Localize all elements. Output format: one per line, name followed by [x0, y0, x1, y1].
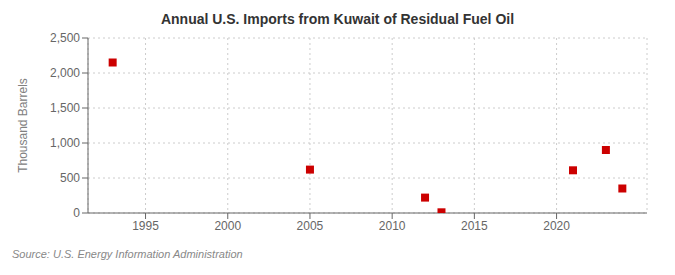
svg-text:Thousand Barrels: Thousand Barrels: [16, 78, 30, 173]
svg-text:0: 0: [73, 206, 80, 220]
svg-text:2015: 2015: [461, 219, 488, 233]
svg-text:1,000: 1,000: [50, 136, 80, 150]
svg-text:2,500: 2,500: [50, 31, 80, 45]
svg-text:2000: 2000: [214, 219, 241, 233]
svg-text:2,000: 2,000: [50, 66, 80, 80]
svg-text:500: 500: [60, 171, 80, 185]
svg-text:1995: 1995: [132, 219, 159, 233]
svg-text:2010: 2010: [379, 219, 406, 233]
svg-text:1,500: 1,500: [50, 101, 80, 115]
svg-text:2020: 2020: [543, 219, 570, 233]
svg-text:2005: 2005: [297, 219, 324, 233]
html-text:Source: U.S. Energy Informatio: Source: U.S. Energy Information Administ…: [12, 248, 243, 260]
html-text:Annual U.S. Imports from Kuwai: Annual U.S. Imports from Kuwait of Resid…: [160, 11, 515, 27]
